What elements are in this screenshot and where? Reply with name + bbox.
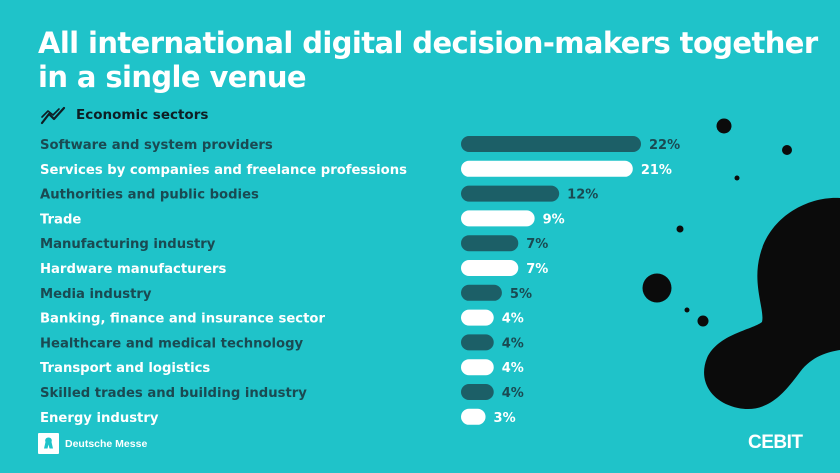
bar (461, 408, 486, 425)
title-line-2: in a single venue (38, 60, 307, 94)
category-label: Hardware manufacturers (40, 262, 227, 277)
value-label: 5% (510, 287, 532, 302)
category-label: Energy industry (40, 411, 159, 426)
value-label: 4% (502, 312, 524, 327)
bar (461, 334, 494, 351)
category-label: Software and system providers (40, 138, 273, 153)
category-label: Skilled trades and building industry (40, 386, 307, 401)
value-label: 22% (649, 138, 680, 153)
value-label: 4% (502, 386, 524, 401)
value-label: 9% (543, 212, 565, 227)
decoration-dot (642, 273, 672, 303)
bar (461, 185, 560, 202)
value-label: 3% (494, 411, 516, 426)
bar (461, 136, 641, 152)
decoration-dot (782, 145, 792, 155)
category-label: Manufacturing industry (40, 237, 216, 252)
category-label: Banking, finance and insurance sector (40, 312, 325, 327)
decoration-dot (676, 225, 684, 233)
organizer-logo-group: Deutsche Messe (38, 433, 147, 454)
decoration-dot (684, 307, 690, 313)
value-label: 21% (641, 163, 672, 178)
value-label: 4% (502, 336, 524, 351)
bar (461, 284, 502, 301)
category-label: Services by companies and freelance prof… (40, 163, 407, 178)
cebit-logo: CEBIT (748, 432, 803, 453)
category-label: Healthcare and medical technology (40, 336, 304, 351)
organizer-name: Deutsche Messe (65, 437, 148, 450)
category-label: Authorities and public bodies (40, 188, 259, 203)
trend-line-icon (40, 106, 66, 125)
category-label: Transport and logistics (40, 361, 210, 376)
decoration-dot (734, 175, 740, 181)
bar (461, 384, 494, 400)
value-label: 12% (567, 188, 598, 203)
bar (461, 359, 494, 376)
section-label: Economic sectors (76, 107, 209, 123)
bar (461, 160, 633, 177)
bar (461, 309, 494, 326)
decoration-blob (704, 197, 840, 410)
deutsche-messe-logo-icon (38, 433, 59, 454)
decoration-dot (716, 118, 732, 134)
page-title: All international digital decision-maker… (38, 26, 818, 94)
decoration-dot (697, 315, 709, 327)
bar (461, 210, 535, 227)
section-header: Economic sectors (40, 103, 208, 127)
value-label: 7% (526, 237, 548, 252)
category-label: Media industry (40, 287, 152, 302)
value-label: 7% (526, 262, 548, 277)
category-label: Trade (40, 212, 81, 227)
bar (461, 260, 519, 276)
title-line-1: All international digital decision-maker… (38, 26, 818, 60)
value-label: 4% (502, 361, 524, 376)
bar (461, 235, 519, 252)
